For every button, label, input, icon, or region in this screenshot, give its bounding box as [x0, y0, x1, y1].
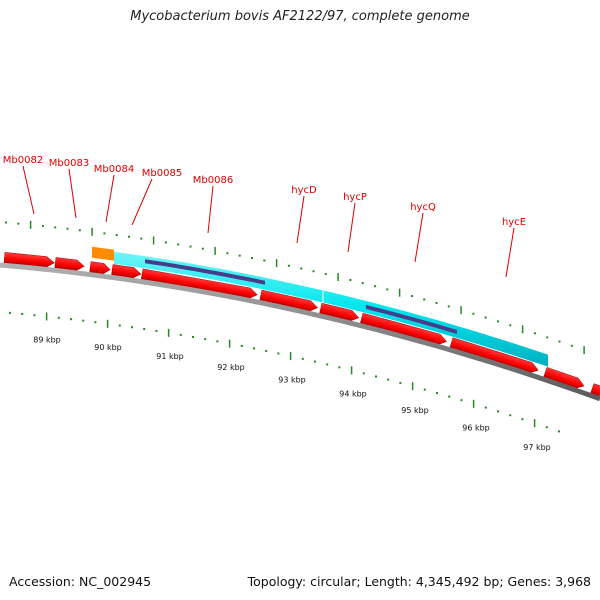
cds-feature [114, 251, 548, 367]
gene-arrow-body [589, 383, 600, 397]
outer-tick-ring [5, 220, 585, 355]
gene-arrow-body [89, 261, 111, 275]
callout-leader-line [207, 185, 214, 234]
callout-leader-line [105, 174, 115, 223]
gene-arrow [319, 302, 360, 322]
orange-feature [92, 246, 114, 261]
gene-label-mb0086: Mb0086 [193, 175, 233, 186]
kbp-label: 90 kbp [94, 343, 122, 352]
kbp-scale-labels: 89 kbp 90 kbp 91 kbp 92 kbp 93 kbp 94 kbp 95 k… [33, 336, 551, 452]
domain-feature [145, 259, 265, 285]
gene-arrow-body [359, 312, 447, 346]
gene-arrow-body [449, 337, 539, 374]
gene-arrow [3, 252, 55, 268]
gene-arrow [359, 312, 447, 346]
gene-label-mb0084: Mb0084 [94, 164, 134, 175]
gene-arrow-body [140, 268, 258, 300]
kbp-label: 93 kbp [278, 375, 306, 384]
accession-text: Accession: NC_002945 [9, 574, 152, 589]
callout-leader-line [68, 168, 77, 219]
gene-arrow-body [111, 264, 142, 279]
gene-label-mb0082: Mb0082 [3, 155, 43, 166]
gene-arrow [111, 264, 142, 279]
gene-arrow [140, 268, 258, 300]
gene-label-hyce: hycE [502, 217, 526, 228]
gene-label-mb0085: Mb0085 [142, 168, 182, 179]
gene-arrow [259, 289, 318, 312]
gene-arrow [89, 261, 111, 275]
gene-label-mb0083: Mb0083 [49, 158, 89, 169]
kbp-label: 91 kbp [156, 352, 184, 361]
gene-label-hycd: hycD [291, 185, 317, 196]
gene-arrow [54, 257, 85, 272]
gene-arrow [543, 366, 585, 389]
kbp-label: 94 kbp [339, 390, 367, 399]
kbp-label: 89 kbp [33, 336, 61, 345]
callout-leader-line [296, 195, 305, 244]
callout-leader-line [505, 227, 515, 278]
kbp-label: 92 kbp [217, 363, 245, 372]
gene-callouts: Mb0082 Mb0083 Mb0084 Mb0085 Mb0086 hycD hycP hy… [3, 155, 526, 278]
map-title: Mycobacterium bovis AF2122/97, complete … [130, 9, 470, 24]
callout-leader-line [22, 165, 35, 215]
gene-arrow [589, 383, 600, 397]
backbone-track [0, 262, 600, 402]
gene-label-hycp: hycP [343, 192, 367, 203]
feature-track [92, 246, 548, 367]
kbp-label: 95 kbp [401, 406, 429, 415]
kbp-label: 96 kbp [462, 424, 490, 433]
gene-arrow-body [543, 366, 585, 389]
gene-arrow-body [319, 302, 360, 322]
genome-summary-text: Topology: circular; Length: 4,345,492 bp… [247, 574, 591, 589]
domain-feature [366, 304, 457, 334]
callout-leader-line [414, 212, 424, 263]
inner-tick-ring [9, 311, 560, 433]
gene-label-hycq: hycQ [410, 202, 436, 213]
gene-arrow [449, 337, 539, 374]
gene-arrow-body [54, 257, 85, 272]
kbp-label: 97 kbp [523, 443, 551, 452]
gene-track [3, 252, 600, 397]
gene-arrow-body [3, 252, 55, 268]
callout-leader-line [347, 202, 356, 253]
callout-leader-line [131, 178, 153, 226]
gene-arrow-body [259, 289, 318, 312]
genome-backbone [0, 262, 600, 402]
